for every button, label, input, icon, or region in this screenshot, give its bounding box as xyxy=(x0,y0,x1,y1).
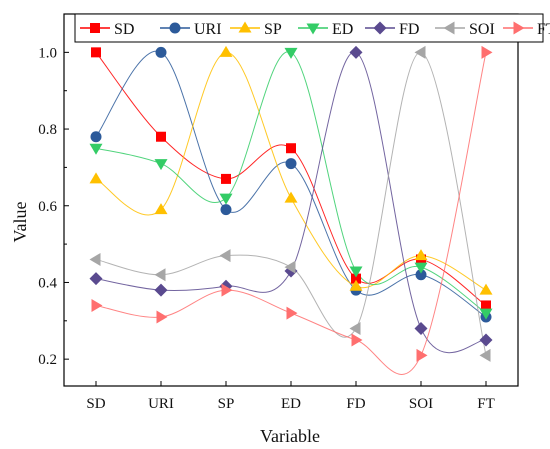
data-point-uri xyxy=(90,131,102,143)
x-tick-label: FT xyxy=(477,396,495,412)
data-point-sp xyxy=(349,279,363,291)
data-point-uri xyxy=(155,46,167,58)
x-tick-label: SD xyxy=(86,396,105,412)
data-point-fd xyxy=(414,321,428,335)
y-axis-label: Value xyxy=(10,201,30,242)
legend-label-sd: SD xyxy=(114,21,134,38)
axes: 0.2 0.4 0.6 0.8 1.0 SD URI SP ED FD SOI FT xyxy=(38,13,519,412)
y-tick-label: 1.0 xyxy=(38,45,57,61)
legend-marker-soi xyxy=(443,21,455,35)
legend-marker-sp xyxy=(238,21,252,33)
data-point-sp xyxy=(154,203,168,215)
data-point-fd xyxy=(89,272,103,286)
y-tick-label: 0.2 xyxy=(38,352,57,368)
data-point-ft xyxy=(221,283,233,297)
series-line-ft xyxy=(95,52,487,375)
data-point-soi xyxy=(219,249,231,263)
data-point-ed xyxy=(154,159,168,171)
data-point-ed xyxy=(414,262,428,274)
data-point-soi xyxy=(479,348,491,362)
data-point-soi xyxy=(89,252,101,266)
data-point-fd xyxy=(154,283,168,297)
x-tick-label: ED xyxy=(281,396,301,412)
data-point-soi xyxy=(284,260,296,274)
y-tick-label: 0.6 xyxy=(38,199,57,215)
data-point-sp xyxy=(219,45,233,57)
legend-marker-ft xyxy=(513,21,525,35)
series-line-soi xyxy=(95,51,487,356)
legend-label-ft: FT xyxy=(537,21,550,38)
legend-marker-uri xyxy=(169,22,181,34)
data-point-sd xyxy=(481,300,491,311)
legend-marker-sd xyxy=(90,23,100,33)
legend-marker-ed xyxy=(306,23,320,35)
data-point-sd xyxy=(351,273,361,284)
x-tick-label: SOI xyxy=(409,396,433,412)
x-tick-label: SP xyxy=(218,396,235,412)
legend: SD URI SP ED FD SOI FT xyxy=(74,13,550,43)
data-point-sp xyxy=(414,249,428,261)
data-point-fd xyxy=(349,45,363,59)
data-point-sp xyxy=(479,283,493,295)
data-point-uri xyxy=(415,269,427,281)
data-point-sd xyxy=(286,143,296,154)
legend-marker-fd xyxy=(373,21,387,35)
data-point-ft xyxy=(351,333,363,347)
data-point-ft xyxy=(481,45,493,59)
data-point-ed xyxy=(284,47,298,59)
data-point-ft xyxy=(156,310,168,324)
data-point-soi xyxy=(154,268,166,282)
data-point-ed xyxy=(89,143,103,155)
data-point-sd xyxy=(221,173,231,184)
data-point-sp xyxy=(284,191,298,203)
series-line-sp xyxy=(95,51,487,291)
x-tick-label: FD xyxy=(346,396,365,412)
data-point-uri xyxy=(285,158,297,170)
data-point-sp xyxy=(89,172,103,184)
data-point-ed xyxy=(219,193,233,205)
data-point-uri xyxy=(220,204,232,216)
series-line-fd xyxy=(95,51,487,354)
legend-label-uri: URI xyxy=(194,21,222,38)
data-point-soi xyxy=(349,321,361,335)
data-point-ed xyxy=(349,266,363,278)
data-point-ft xyxy=(286,306,298,320)
legend-label-ed: ED xyxy=(332,21,353,38)
data-point-ft xyxy=(91,298,103,312)
data-point-fd xyxy=(479,333,493,347)
data-point-ft xyxy=(416,348,428,362)
data-point-soi xyxy=(414,45,426,59)
data-point-sd xyxy=(156,131,166,142)
data-point-sd xyxy=(91,47,101,58)
y-tick-label: 0.4 xyxy=(38,275,57,291)
y-tick-label: 0.8 xyxy=(38,122,57,138)
legend-label-soi: SOI xyxy=(469,21,495,38)
data-point-ed xyxy=(479,308,493,320)
legend-label-sp: SP xyxy=(264,21,282,38)
legend-label-fd: FD xyxy=(399,21,419,38)
x-tick-label: URI xyxy=(148,396,174,412)
plot-area xyxy=(89,45,493,375)
x-axis-label: Variable xyxy=(260,426,320,446)
